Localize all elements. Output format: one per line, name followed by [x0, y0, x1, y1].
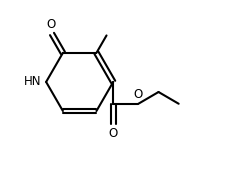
Text: O: O [108, 127, 117, 140]
Text: O: O [46, 18, 55, 31]
Text: HN: HN [24, 75, 41, 88]
Text: O: O [133, 88, 142, 101]
